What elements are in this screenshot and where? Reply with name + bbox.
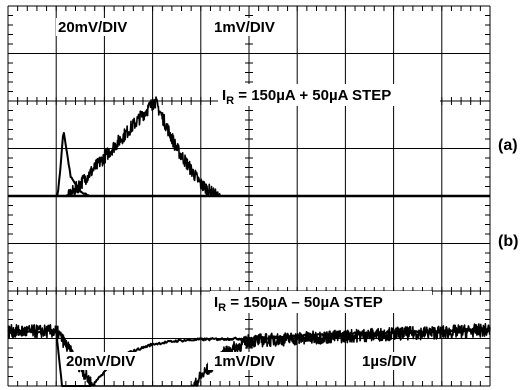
scale-label-1mv-a: 1mV/DIV [214,19,275,36]
panel-label-a: (a) [498,137,518,154]
label-background [210,291,432,313]
scale-label-1mv-b: 1mV/DIV [214,353,275,370]
label-background [56,18,138,36]
label-background [208,18,276,36]
condition-label-a: IR = 150µA + 50µA STEP [222,87,391,107]
label-background [62,352,144,370]
panel-label-b: (b) [498,233,518,250]
label-background [208,352,280,370]
time-scale-label: 1µs/DIV [362,353,417,370]
labels: 20mV/DIV 1mV/DIV IR = 150µA + 50µA STEP (a)… [56,18,518,370]
scale-label-20mv-a: 20mV/DIV [58,19,127,36]
label-background [358,352,420,370]
trace-a-1mv [7,96,491,197]
scale-label-20mv-b: 20mV/DIV [66,353,135,370]
traces [7,96,491,387]
label-background [218,84,440,106]
trace-b-1mv [7,322,491,387]
condition-label-b: IR = 150µA – 50µA STEP [214,294,383,314]
